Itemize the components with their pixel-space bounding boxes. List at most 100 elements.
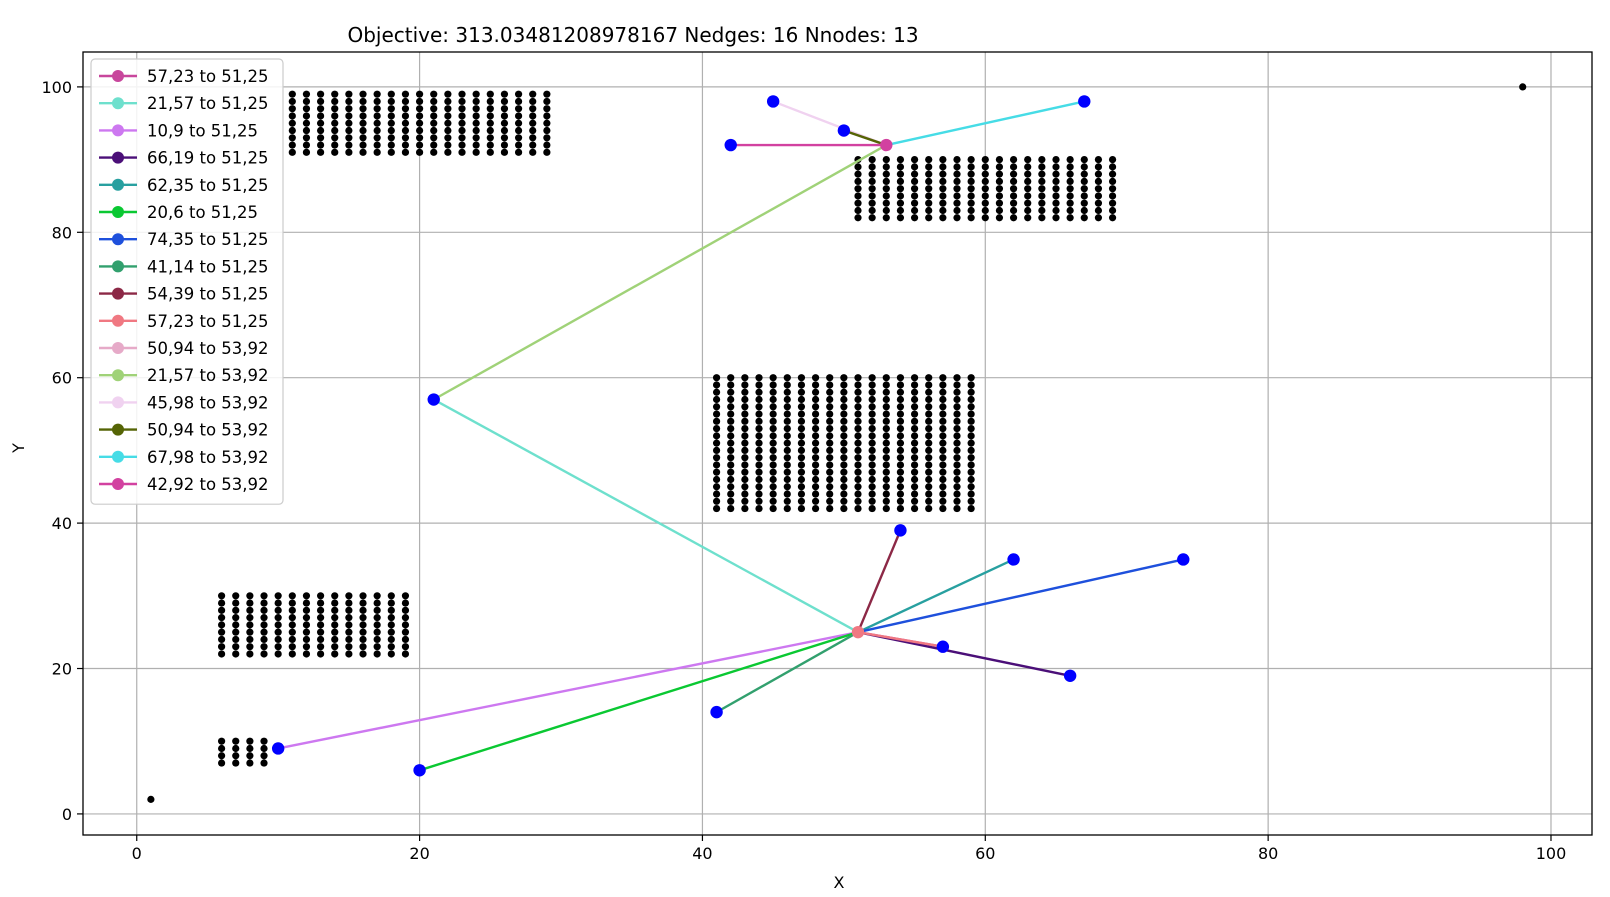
cluster-point bbox=[925, 155, 933, 164]
cluster-point bbox=[826, 374, 834, 382]
cluster-point bbox=[811, 381, 820, 389]
cluster-point bbox=[401, 606, 410, 614]
cluster-point bbox=[712, 475, 721, 484]
cluster-point bbox=[373, 635, 381, 644]
legend-label: 21,57 to 51,25 bbox=[147, 94, 269, 113]
legend-marker bbox=[112, 97, 124, 110]
cluster-point bbox=[769, 388, 777, 396]
cluster-point bbox=[260, 643, 268, 651]
cluster-point bbox=[896, 439, 905, 447]
cluster-point bbox=[797, 446, 806, 455]
cluster-point bbox=[854, 163, 862, 171]
cluster-point bbox=[939, 163, 947, 171]
cluster-point bbox=[741, 388, 749, 396]
edge-line bbox=[433, 398, 859, 634]
cluster-point bbox=[910, 475, 919, 484]
cluster-point bbox=[995, 214, 1004, 222]
cluster-point bbox=[896, 388, 905, 396]
cluster-point bbox=[840, 461, 848, 469]
cluster-point bbox=[882, 446, 890, 455]
cluster-point bbox=[995, 170, 1004, 178]
cluster-point bbox=[401, 599, 410, 607]
cluster-point bbox=[882, 424, 890, 433]
cluster-point bbox=[316, 126, 325, 135]
cluster-point bbox=[953, 454, 961, 462]
cluster-point bbox=[939, 381, 947, 389]
cluster-point bbox=[840, 504, 848, 513]
node-marker bbox=[427, 393, 440, 406]
cluster-point bbox=[826, 388, 834, 396]
cluster-point bbox=[331, 650, 339, 658]
cluster-point bbox=[345, 90, 353, 98]
cluster-point bbox=[345, 141, 353, 149]
cluster-point bbox=[232, 599, 240, 607]
cluster-point bbox=[769, 490, 777, 498]
cluster-point bbox=[797, 388, 806, 396]
cluster-point bbox=[472, 134, 480, 142]
cluster-point bbox=[1094, 185, 1103, 193]
cluster-point bbox=[486, 112, 494, 120]
cluster-point bbox=[260, 752, 268, 760]
cluster-point bbox=[232, 606, 240, 614]
cluster-point bbox=[1052, 185, 1060, 193]
legend-label: 67,98 to 53,92 bbox=[147, 448, 269, 467]
cluster-point bbox=[529, 97, 537, 106]
cluster-point bbox=[939, 497, 947, 505]
cluster-point bbox=[1038, 170, 1046, 178]
cluster-point bbox=[882, 395, 890, 404]
cluster-point bbox=[826, 475, 834, 484]
cluster-point bbox=[1038, 177, 1046, 186]
cluster-point bbox=[797, 424, 806, 433]
cluster-point bbox=[387, 606, 395, 614]
cluster-point bbox=[1038, 155, 1046, 164]
cluster-point bbox=[925, 417, 933, 425]
cluster-point bbox=[387, 614, 395, 622]
cluster-point bbox=[854, 199, 862, 207]
cluster-point bbox=[415, 97, 424, 106]
cluster-point bbox=[854, 206, 862, 215]
legend-marker bbox=[112, 396, 124, 409]
cluster-point bbox=[401, 148, 410, 156]
legend-marker bbox=[112, 178, 124, 191]
cluster-point bbox=[302, 635, 311, 644]
cluster-point bbox=[882, 439, 890, 447]
cluster-point bbox=[331, 606, 339, 614]
cluster-point bbox=[868, 199, 876, 207]
cluster-point bbox=[939, 170, 947, 178]
cluster-point bbox=[529, 126, 537, 135]
cluster-point bbox=[217, 606, 226, 614]
cluster-point bbox=[430, 90, 438, 98]
cluster-point bbox=[373, 148, 381, 156]
legend-marker bbox=[112, 423, 124, 436]
cluster-point bbox=[316, 90, 325, 98]
cluster-point bbox=[288, 650, 296, 658]
cluster-point bbox=[967, 170, 975, 178]
cluster-point bbox=[925, 483, 933, 491]
cluster-point bbox=[783, 381, 791, 389]
cluster-point bbox=[811, 410, 820, 418]
cluster-point bbox=[910, 468, 919, 476]
cluster-point bbox=[783, 395, 791, 404]
cluster-point bbox=[953, 424, 961, 433]
legend-entry: 21,57 to 53,92 bbox=[99, 366, 269, 385]
cluster-point bbox=[896, 446, 905, 455]
cluster-point bbox=[797, 417, 806, 425]
cluster-point bbox=[840, 403, 848, 411]
cluster-point bbox=[896, 417, 905, 425]
cluster-point bbox=[840, 388, 848, 396]
cluster-point bbox=[896, 185, 905, 193]
cluster-point bbox=[896, 403, 905, 411]
cluster-point bbox=[981, 206, 989, 215]
cluster-point bbox=[401, 119, 410, 127]
cluster-point bbox=[896, 395, 905, 404]
isolated-point bbox=[1519, 83, 1527, 91]
cluster-point bbox=[316, 599, 325, 607]
cluster-point bbox=[910, 446, 919, 455]
cluster-point bbox=[755, 454, 763, 462]
cluster-point bbox=[868, 475, 876, 484]
cluster-point bbox=[925, 461, 933, 469]
cluster-point bbox=[415, 119, 424, 127]
cluster-point bbox=[246, 592, 254, 600]
cluster-point bbox=[953, 177, 961, 186]
legend-entry: 67,98 to 53,92 bbox=[99, 448, 269, 467]
